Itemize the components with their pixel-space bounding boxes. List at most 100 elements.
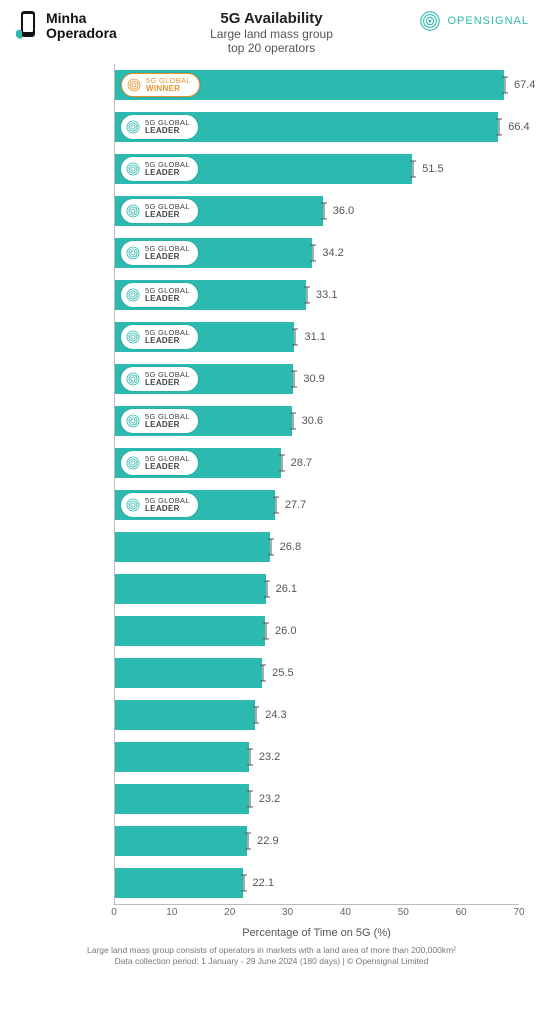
error-cap-icon — [254, 705, 256, 725]
table-row: AIS - THA5G GLOBALLEADER33.1 — [115, 274, 519, 316]
leader-badge: 5G GLOBALLEADER — [121, 367, 198, 391]
logo-left-line2: Operadora — [46, 26, 117, 41]
bar — [115, 784, 249, 814]
x-tick-label: 10 — [166, 907, 177, 918]
bar — [115, 616, 265, 646]
leader-badge: 5G GLOBALLEADER — [121, 115, 198, 139]
bar-container: 5G GLOBALLEADER 51.5 — [115, 154, 519, 184]
error-cap-icon — [248, 789, 250, 809]
bar-container: 5G GLOBALLEADER66.4 — [115, 112, 519, 142]
bar: 5G GLOBALLEADER — [115, 364, 293, 394]
badge-ring-icon — [125, 329, 141, 345]
table-row: Digi - MYS5G GLOBALLEADER30.6 — [115, 400, 519, 442]
bar-container: 25.5 — [115, 658, 519, 688]
opensignal-icon — [419, 10, 441, 32]
bar — [115, 742, 249, 772]
bar-value: 30.6 — [302, 415, 323, 427]
leader-badge: 5G GLOBALLEADER — [121, 199, 198, 223]
bar-value: 34.2 — [322, 247, 343, 259]
bar-chart: T-Mobile - USA5G GLOBALWINNER67.4Jio - I… — [14, 64, 529, 939]
badge-ring-icon — [125, 371, 141, 387]
header: Minha Operadora 5G Availability Large la… — [14, 10, 529, 56]
logo-minha-operadora: Minha Operadora — [14, 10, 134, 42]
badge-ring-icon — [125, 203, 141, 219]
bar-container: 22.1 — [115, 868, 519, 898]
bar-value: 24.3 — [265, 709, 286, 721]
bar: 5G GLOBALLEADER — [115, 322, 294, 352]
bar: 5G GLOBALLEADER — [115, 238, 312, 268]
error-cap-icon — [503, 75, 505, 95]
table-row: Celcom - MYS26.8 — [115, 526, 519, 568]
bar — [115, 700, 255, 730]
footer-line-2: Data collection period: 1 January - 29 J… — [14, 956, 529, 967]
table-row: WOM - CHL5G GLOBALLEADER36.0 — [115, 190, 519, 232]
badge-ring-icon — [125, 455, 141, 471]
x-tick-label: 20 — [224, 907, 235, 918]
bar: 5G GLOBALLEADER — [115, 112, 498, 142]
x-tick-label: 0 — [111, 907, 117, 918]
bar-container: 5G GLOBALLEADER33.1 — [115, 280, 519, 310]
bar-value: 25.5 — [272, 667, 293, 679]
x-axis-title: Percentage of Time on 5G (%) — [114, 927, 519, 939]
bar-value: 22.9 — [257, 835, 278, 847]
bar-container: 26.1 — [115, 574, 519, 604]
table-row: DITO - PHL5G GLOBALLEADER28.7 — [115, 442, 519, 484]
table-row: Jio - IND5G GLOBALLEADER66.4 — [115, 106, 519, 148]
error-cap-icon — [293, 327, 295, 347]
error-cap-icon — [274, 495, 276, 515]
bar — [115, 826, 247, 856]
bar-value: 67.4 — [514, 79, 535, 91]
bar-value: 30.9 — [303, 373, 324, 385]
bar-value: 28.7 — [291, 457, 312, 469]
table-row: WindTre - ITA23.2 — [115, 778, 519, 820]
table-row: Yes - MYS5G GLOBALLEADER27.7 — [115, 484, 519, 526]
error-cap-icon — [497, 117, 499, 137]
bar-container: 22.9 — [115, 826, 519, 856]
phone-hand-icon — [14, 10, 42, 42]
error-cap-icon — [261, 663, 263, 683]
bar: 5G GLOBALLEADER — [115, 448, 281, 478]
chart-title-block: 5G Availability Large land mass group to… — [134, 10, 409, 56]
bar-container: 5G GLOBALLEADER 28.7 — [115, 448, 519, 478]
badge-ring-icon — [125, 497, 141, 513]
bar-value: 23.2 — [259, 793, 280, 805]
error-cap-icon — [248, 747, 250, 767]
bar-value: 66.4 — [508, 121, 529, 133]
x-tick-label: 50 — [398, 907, 409, 918]
chart-subtitle-2: top 20 operators — [134, 41, 409, 55]
bar-container: 26.8 — [115, 532, 519, 562]
table-row: Airtel - IND22.1 — [115, 862, 519, 904]
table-row: Telia - FIN26.1 — [115, 568, 519, 610]
chart-plot-area: T-Mobile - USA5G GLOBALWINNER67.4Jio - I… — [114, 64, 519, 905]
leader-badge: 5G GLOBALLEADER — [121, 241, 198, 265]
error-cap-icon — [292, 369, 294, 389]
bar-value: 36.0 — [333, 205, 354, 217]
bar-container: 5G GLOBALLEADER31.1 — [115, 322, 519, 352]
badge-ring-icon — [126, 77, 142, 93]
footer: Large land mass group consists of operat… — [14, 945, 529, 967]
bar: 5G GLOBALLEADER — [115, 280, 306, 310]
bar-value: 51.5 — [422, 163, 443, 175]
bar-container: 5G GLOBALLEADER 30.9 — [115, 364, 519, 394]
x-tick-label: 40 — [340, 907, 351, 918]
badge-ring-icon — [125, 161, 141, 177]
leader-badge: 5G GLOBALLEADER — [121, 157, 198, 181]
leader-badge: 5G GLOBALLEADER — [121, 451, 198, 475]
table-row: Vodafone - AUS5G GLOBALLEADER51.5 — [115, 148, 519, 190]
bar-value: 26.0 — [275, 625, 296, 637]
badge-ring-icon — [125, 413, 141, 429]
bar: 5G GLOBALLEADER — [115, 196, 323, 226]
bar-container: 5G GLOBALLEADER 34.2 — [115, 238, 519, 268]
leader-badge: 5G GLOBALLEADER — [121, 493, 198, 517]
bar-value: 26.1 — [276, 583, 297, 595]
error-cap-icon — [411, 159, 413, 179]
table-row: stc - SAU23.2 — [115, 736, 519, 778]
table-row: DTAC - THA24.3 — [115, 694, 519, 736]
x-tick-label: 30 — [282, 907, 293, 918]
bar — [115, 868, 243, 898]
error-cap-icon — [291, 411, 293, 431]
error-cap-icon — [264, 621, 266, 641]
x-tick-label: 60 — [456, 907, 467, 918]
bar — [115, 574, 266, 604]
winner-badge: 5G GLOBALWINNER — [121, 73, 200, 97]
